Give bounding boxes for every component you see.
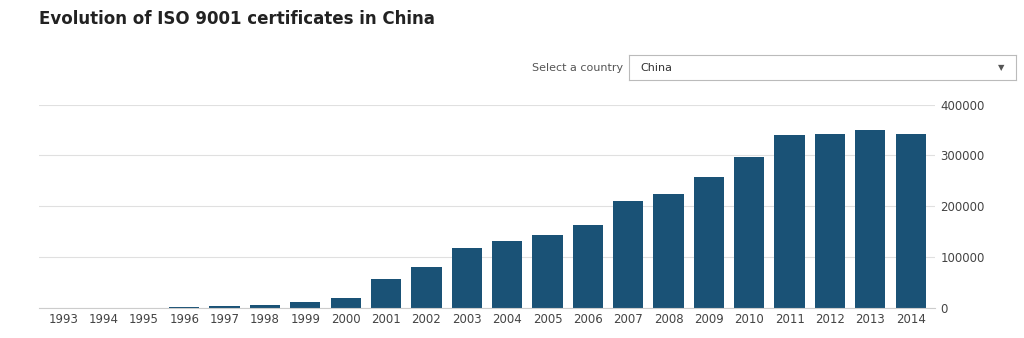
- Bar: [815, 134, 845, 308]
- Text: Select a country: Select a country: [532, 63, 624, 73]
- Bar: [572, 225, 603, 308]
- Bar: [492, 241, 522, 308]
- Text: Evolution of ISO 9001 certificates in China: Evolution of ISO 9001 certificates in Ch…: [39, 10, 435, 28]
- Bar: [331, 298, 360, 308]
- Bar: [452, 248, 482, 308]
- Bar: [613, 201, 643, 308]
- Bar: [290, 302, 321, 308]
- Text: ▼: ▼: [997, 64, 1005, 72]
- Bar: [734, 157, 764, 308]
- Bar: [653, 194, 684, 308]
- Bar: [250, 305, 281, 308]
- Bar: [371, 279, 401, 308]
- Bar: [896, 134, 926, 308]
- Bar: [855, 130, 886, 308]
- Bar: [412, 266, 441, 308]
- Bar: [774, 135, 805, 308]
- Bar: [169, 307, 200, 308]
- Bar: [693, 177, 724, 308]
- Text: China: China: [640, 63, 673, 73]
- Bar: [210, 306, 240, 308]
- Bar: [532, 235, 562, 308]
